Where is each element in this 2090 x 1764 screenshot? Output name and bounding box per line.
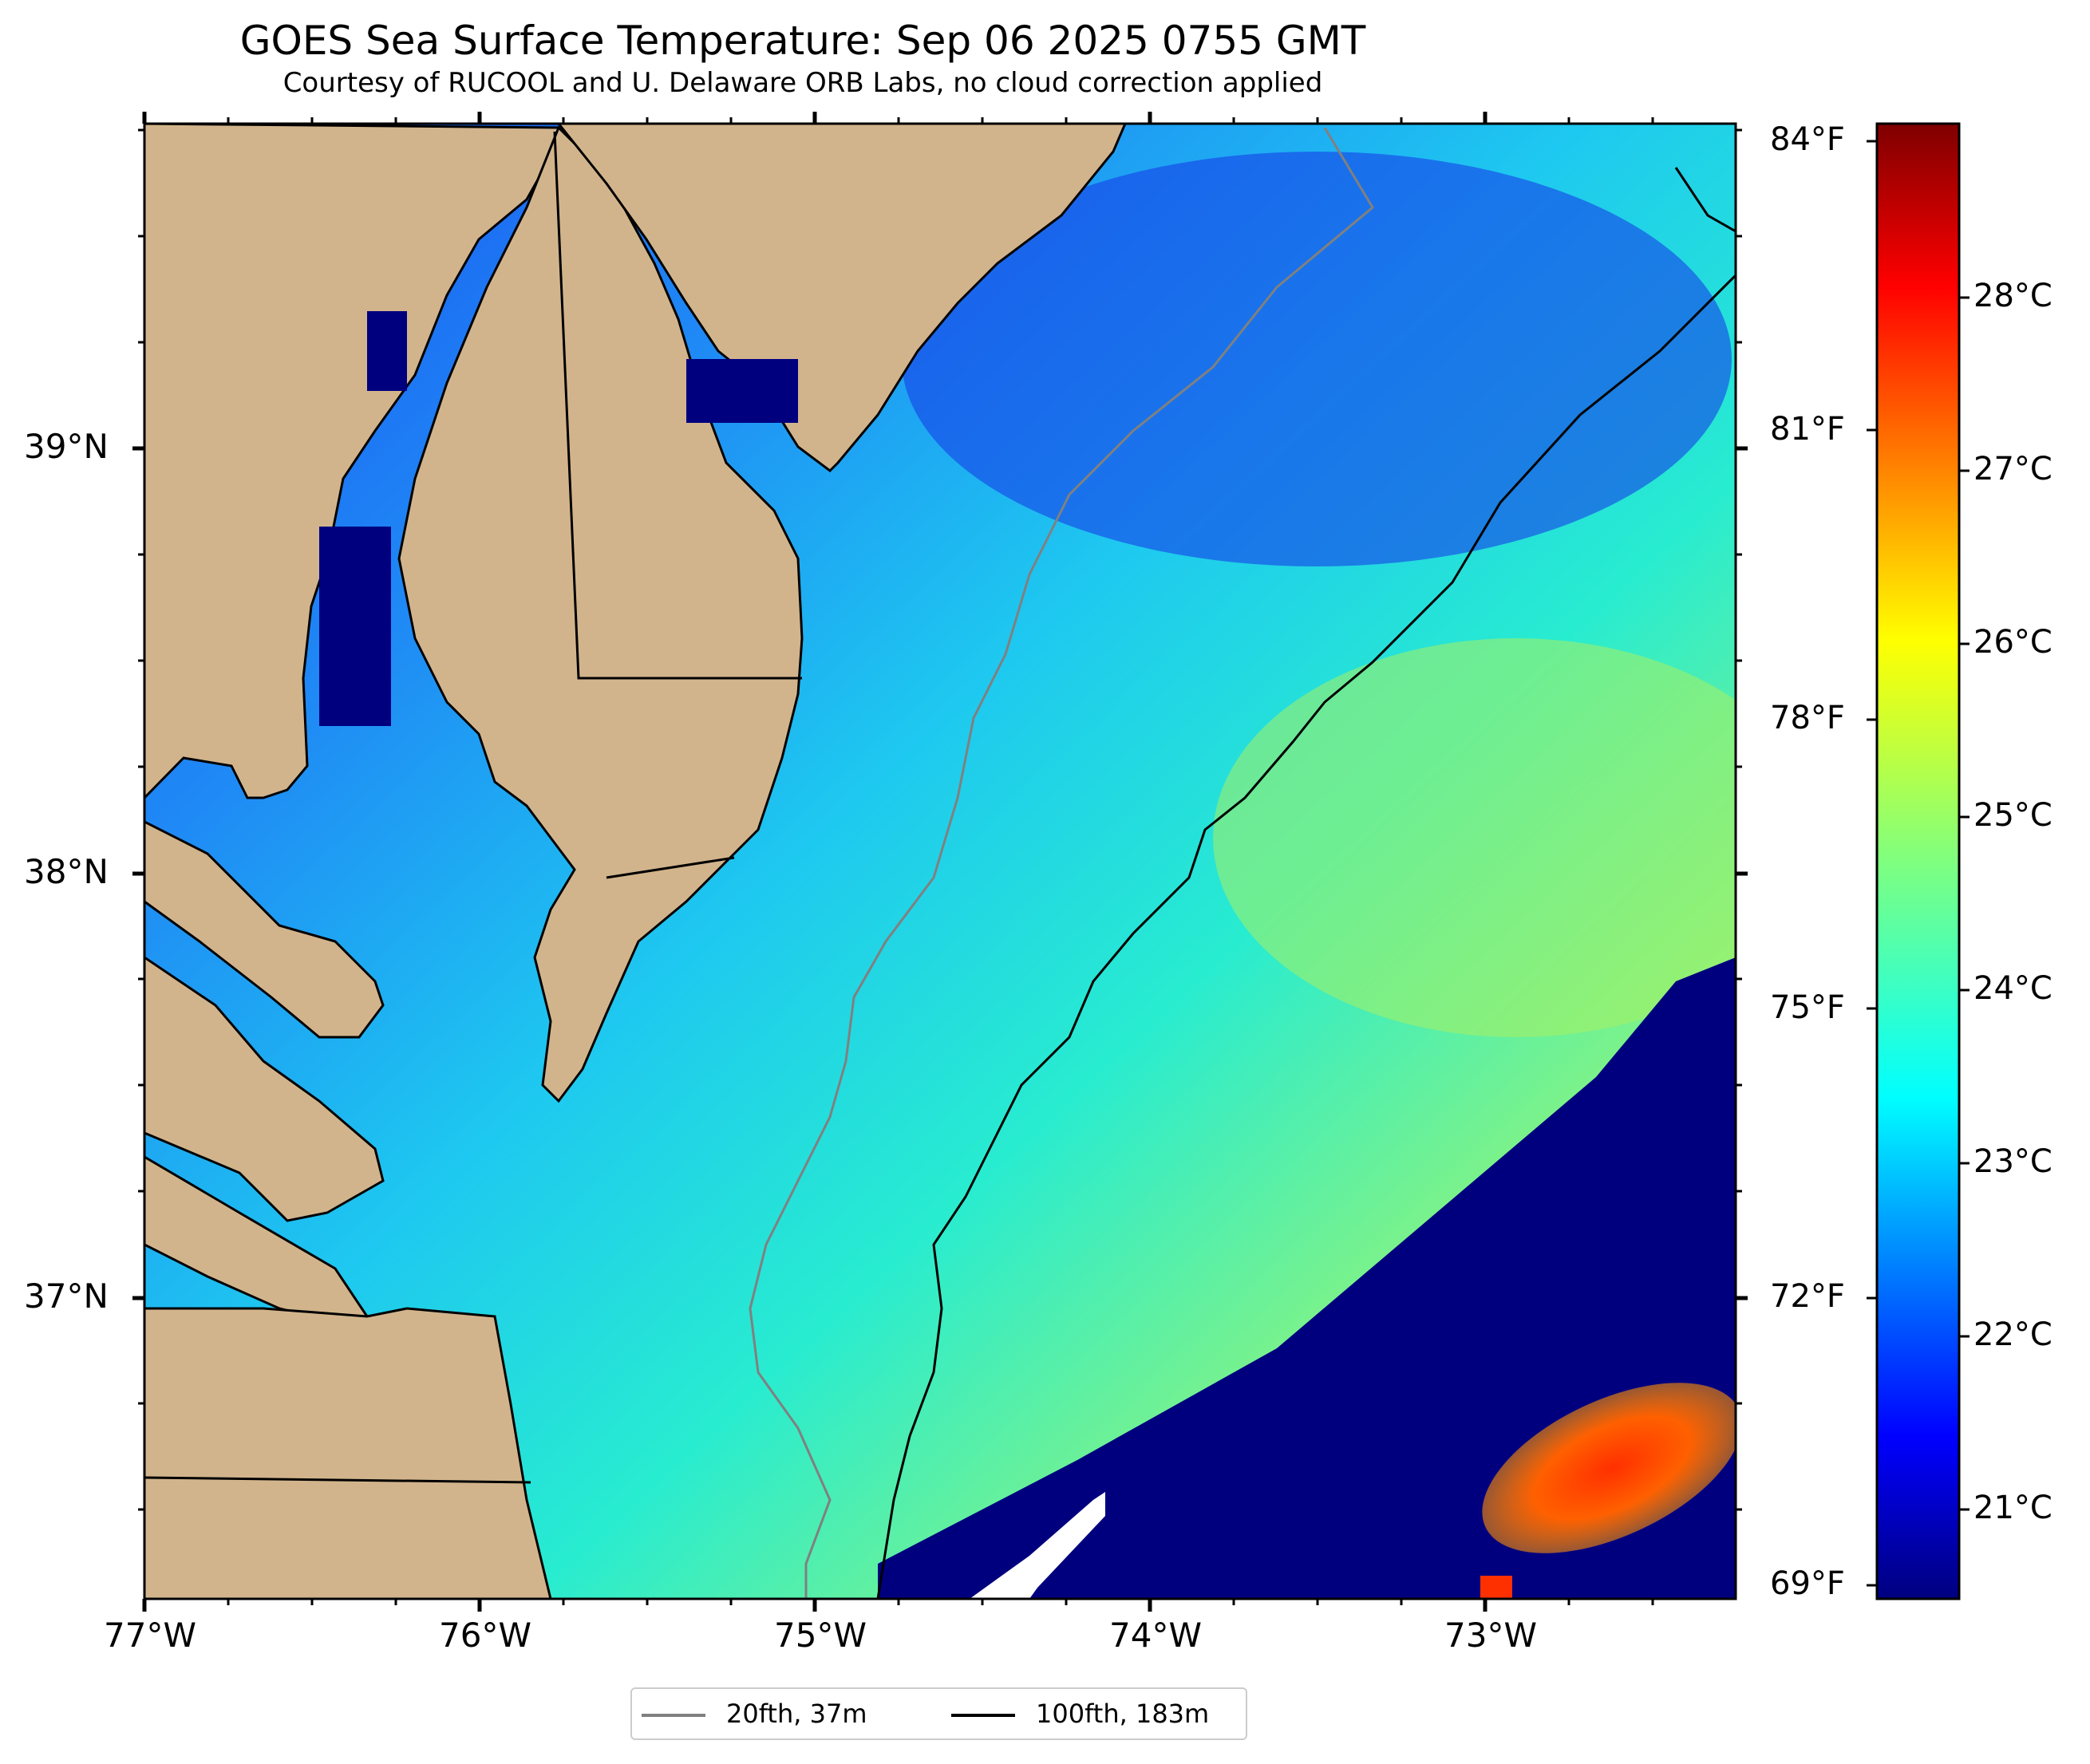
legend-swatch-20fth: [642, 1714, 705, 1717]
lat-label-39n: 39°N: [24, 427, 109, 466]
f-label-84: 84°F: [1770, 121, 1845, 158]
colorbar: [1875, 122, 1961, 1600]
lon-label-76w: 76°W: [439, 1616, 531, 1655]
c-label-26: 26°C: [1973, 624, 2052, 661]
c-label-22: 22°C: [1973, 1316, 2052, 1353]
f-label-72: 72°F: [1770, 1278, 1845, 1315]
land-southeast-virginia: [144, 1307, 552, 1599]
c-label-21: 21°C: [1973, 1490, 2052, 1526]
warm-filament: [1482, 1383, 1736, 1553]
lon-label-75w: 75°W: [774, 1616, 867, 1655]
colorbar-ticks: [1867, 140, 1969, 1587]
c-label-27: 27°C: [1973, 451, 2052, 487]
lon-label-74w: 74°W: [1109, 1616, 1202, 1655]
c-label-23: 23°C: [1973, 1143, 2052, 1180]
land-virginia-south: [144, 956, 385, 1222]
map-frame: [143, 122, 1737, 1600]
bay-cloud-patch-2: [367, 311, 407, 391]
f-label-81: 81°F: [1770, 411, 1845, 448]
land-maryland-virginia: [144, 820, 385, 1039]
axis-ticks: [132, 112, 1748, 1612]
lat-label-37n: 37°N: [24, 1277, 109, 1316]
warm-slope-water: [1213, 638, 1736, 1037]
state-border-va-nc: [144, 1476, 531, 1484]
lat-label-38n: 38°N: [24, 852, 109, 891]
legend-label-20fth: 20fth, 37m: [726, 1699, 867, 1729]
f-label-78: 78°F: [1770, 700, 1845, 736]
legend-swatch-100fth: [951, 1714, 1015, 1717]
isobath-100fth: [876, 167, 1736, 1599]
c-label-25: 25°C: [1973, 797, 2052, 834]
f-label-69: 69°F: [1770, 1565, 1845, 1602]
state-border-md-va: [606, 856, 735, 879]
land-delmarva: [397, 125, 804, 1103]
isobath-20fth: [749, 127, 1374, 1599]
f-label-75: 75°F: [1770, 989, 1845, 1026]
cloud-mask-region: [878, 957, 1736, 1599]
map-subtitle: Courtesy of RUCOOL and U. Delaware ORB L…: [282, 67, 1323, 99]
c-label-28: 28°C: [1973, 278, 2052, 314]
state-border-de-md: [553, 131, 802, 680]
c-label-24: 24°C: [1973, 970, 2052, 1007]
land-new-jersey: [557, 124, 1127, 472]
map-title: GOES Sea Surface Temperature: Sep 06 202…: [239, 18, 1366, 64]
lon-label-77w: 77°W: [104, 1616, 196, 1655]
warm-pixels: [1480, 1576, 1512, 1599]
legend-label-100fth: 100fth, 183m: [1036, 1699, 1210, 1729]
delaware-bay-cloud: [686, 359, 798, 423]
map-legend: 20fth, 37m 100fth, 183m: [630, 1687, 1247, 1740]
no-data-notch: [970, 1492, 1105, 1599]
lon-label-73w: 73°W: [1444, 1616, 1537, 1655]
bay-cloud-patch: [319, 527, 391, 726]
cool-water-patch: [902, 152, 1732, 566]
